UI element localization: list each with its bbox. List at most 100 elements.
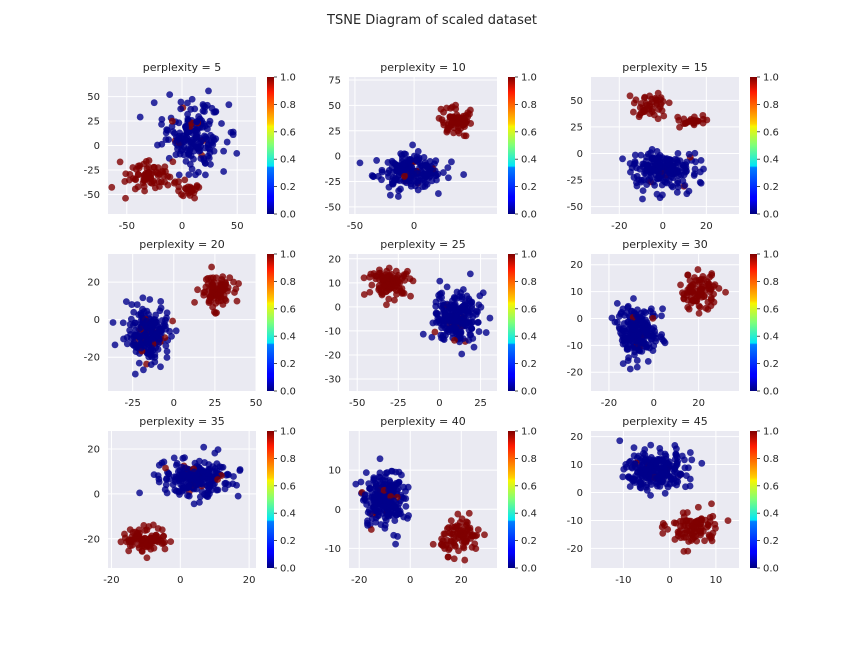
scatter-point bbox=[204, 275, 212, 282]
scatter-point bbox=[633, 179, 640, 187]
scatter-point bbox=[669, 183, 676, 191]
scatter-point bbox=[458, 322, 466, 330]
scatter-point bbox=[218, 276, 226, 283]
y-tick-label: -25 bbox=[84, 165, 100, 176]
scatter-point bbox=[414, 170, 421, 177]
scatter-point bbox=[184, 99, 191, 107]
scatter-point bbox=[674, 113, 682, 121]
scatter-point bbox=[375, 492, 383, 499]
scatter-point bbox=[167, 538, 175, 546]
scatter-point bbox=[376, 455, 384, 463]
scatter-point bbox=[468, 302, 476, 310]
scatter-point bbox=[697, 531, 704, 539]
scatter-point bbox=[119, 319, 127, 327]
y-tick-label: -30 bbox=[325, 374, 341, 385]
scatter-point bbox=[624, 302, 632, 310]
scatter-point bbox=[356, 159, 364, 167]
y-tick-label: -10 bbox=[325, 326, 341, 337]
scatter-point bbox=[126, 326, 134, 334]
scatter-point bbox=[711, 520, 719, 528]
colorbar-gradient bbox=[750, 77, 757, 214]
scatter-point bbox=[637, 151, 645, 159]
scatter-point bbox=[724, 517, 732, 525]
y-tick-label: 50 bbox=[328, 101, 341, 112]
scatter-point bbox=[608, 314, 616, 322]
y-tick-label: 20 bbox=[87, 278, 100, 289]
scatter-point bbox=[143, 307, 151, 315]
colorbar-gradient bbox=[750, 254, 757, 391]
scatter-point bbox=[448, 158, 455, 166]
colorbar-tick-label: 0.8 bbox=[763, 277, 779, 288]
scatter-point bbox=[157, 298, 165, 305]
scatter-point bbox=[185, 171, 193, 179]
scatter-point bbox=[626, 483, 634, 490]
x-tick-label: -10 bbox=[615, 575, 631, 586]
scatter-point bbox=[703, 116, 711, 124]
colorbar-gradient bbox=[508, 77, 515, 214]
scatter-point bbox=[685, 150, 693, 158]
colorbar-tick-label: 0.4 bbox=[280, 155, 296, 166]
scatter-point bbox=[108, 183, 116, 191]
subplot-title: perplexity = 40 bbox=[380, 415, 465, 428]
colorbar-tick-label: 0.8 bbox=[521, 277, 537, 288]
scatter-points bbox=[608, 266, 729, 373]
scatter-point bbox=[447, 517, 455, 525]
scatter-point bbox=[147, 361, 155, 369]
scatter-point bbox=[451, 523, 459, 531]
scatter-point bbox=[199, 467, 207, 475]
scatter-point bbox=[157, 363, 164, 371]
scatter-point bbox=[628, 164, 636, 172]
scatter-point bbox=[656, 158, 664, 166]
scatter-point bbox=[426, 169, 434, 177]
scatter-point bbox=[218, 120, 225, 127]
scatter-points bbox=[360, 264, 494, 358]
scatter-point bbox=[465, 531, 473, 539]
x-tick-label: 0 bbox=[666, 575, 672, 586]
scatter-point bbox=[163, 354, 171, 361]
y-tick-label: 0 bbox=[577, 149, 583, 160]
scatter-point bbox=[457, 328, 464, 336]
scatter-point bbox=[449, 113, 457, 121]
x-tick-label: 20 bbox=[692, 398, 705, 409]
x-tick-label: 50 bbox=[231, 221, 244, 232]
scatter-point bbox=[434, 310, 441, 317]
scatter-point bbox=[707, 534, 715, 542]
scatter-point bbox=[220, 168, 228, 175]
scatter-point bbox=[446, 309, 454, 317]
colorbar-tick-label: 1.0 bbox=[280, 73, 296, 84]
scatter-point bbox=[212, 299, 220, 307]
scatter-point bbox=[121, 530, 128, 538]
scatter-point bbox=[647, 475, 654, 483]
x-tick-label: 0 bbox=[171, 398, 177, 409]
y-tick-label: -20 bbox=[84, 353, 100, 364]
colorbar: 0.0 0.2 0.4 0.6 0.8 1.0 bbox=[750, 427, 779, 575]
scatter-point bbox=[684, 303, 692, 311]
scatter-point bbox=[131, 185, 139, 193]
scatter-point bbox=[398, 285, 406, 292]
scatter-point bbox=[615, 323, 623, 331]
scatter-point bbox=[619, 360, 627, 368]
scatter-point bbox=[673, 445, 680, 453]
scatter-point bbox=[125, 176, 133, 184]
scatter-point bbox=[150, 99, 158, 107]
y-tick-label: 0 bbox=[335, 302, 341, 313]
x-tick-label: -20 bbox=[601, 398, 617, 409]
subplot-title: perplexity = 35 bbox=[139, 415, 224, 428]
x-tick-label: 0 bbox=[436, 398, 442, 409]
scatter-point bbox=[481, 531, 488, 539]
scatter-point bbox=[686, 117, 694, 125]
scatter-point bbox=[143, 554, 151, 562]
scatter-point bbox=[679, 162, 687, 169]
scatter-point bbox=[695, 309, 703, 317]
scatter-point bbox=[453, 288, 461, 296]
scatter-point bbox=[394, 480, 402, 488]
scatter-point bbox=[365, 506, 373, 514]
scatter-point bbox=[175, 187, 182, 195]
scatter-point bbox=[125, 547, 133, 555]
scatter-point bbox=[624, 357, 632, 365]
scatter-point bbox=[409, 277, 417, 285]
scatter-point bbox=[617, 329, 624, 337]
scatter-points bbox=[619, 89, 711, 203]
scatter-point bbox=[633, 172, 641, 180]
scatter-point bbox=[694, 266, 702, 273]
